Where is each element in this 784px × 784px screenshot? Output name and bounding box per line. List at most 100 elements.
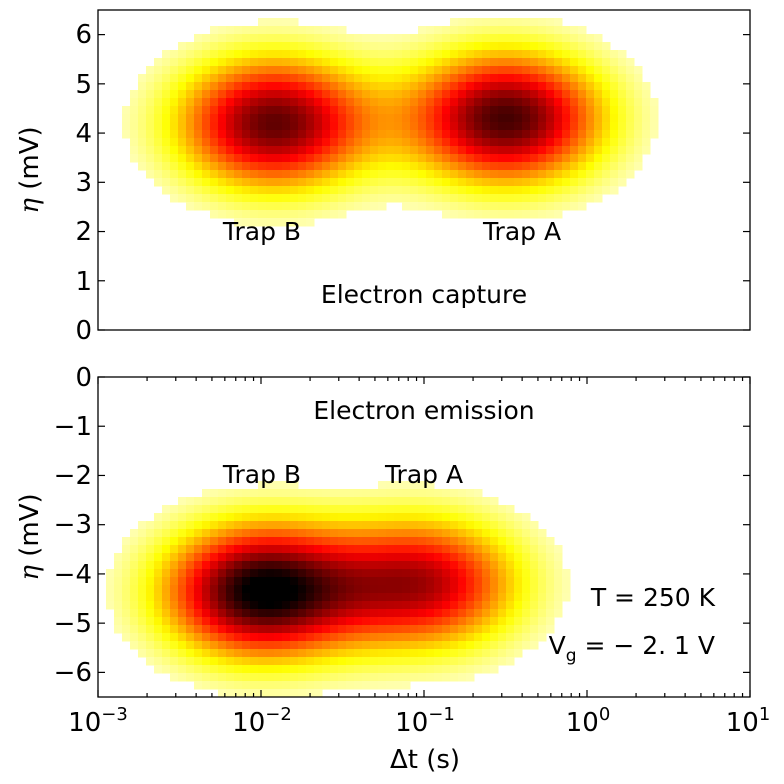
xtick-1e0: 100 [566, 704, 611, 738]
heatmap-cell [202, 641, 211, 650]
heatmap-cell [378, 82, 387, 91]
heatmap-cell [458, 186, 467, 195]
heatmap-cell [506, 162, 515, 171]
heatmap-cell [170, 106, 179, 115]
heatmap-cell [634, 90, 643, 99]
heatmap-cell [170, 649, 179, 658]
heatmap-cell [154, 577, 163, 586]
heatmap-cell [410, 529, 419, 538]
heatmap-cell [170, 74, 179, 83]
heatmap-cell [394, 90, 403, 99]
heatmap-cell [442, 609, 451, 618]
heatmap-cell [186, 66, 195, 75]
heatmap-cell [266, 529, 275, 538]
heatmap-cell [362, 66, 371, 75]
heatmap-cell [386, 585, 395, 594]
heatmap-cell [506, 513, 515, 522]
heatmap-cell [362, 673, 371, 682]
heatmap-cell [346, 489, 355, 498]
heatmap-cell [362, 649, 371, 658]
heatmap-cell [426, 162, 435, 171]
heatmap-cell [514, 537, 523, 546]
heatmap-cell [194, 633, 203, 642]
heatmap-cell [194, 82, 203, 91]
heatmap-cell [138, 585, 147, 594]
heatmap-cell [298, 218, 307, 227]
heatmap-cell [322, 497, 331, 506]
heatmap-cell [202, 34, 211, 43]
heatmap-cell [570, 74, 579, 83]
heatmap-cell [506, 569, 515, 578]
heatmap-cell [482, 130, 491, 139]
heatmap-cell [330, 617, 339, 626]
heatmap-cell [130, 593, 139, 602]
heatmap-cell [202, 170, 211, 179]
heatmap-cell [410, 194, 419, 203]
heatmap-cell [626, 114, 635, 123]
heatmap-cell [258, 585, 267, 594]
heatmap-cell [106, 569, 115, 578]
heatmap-cell [218, 577, 227, 586]
heatmap-cell [354, 122, 363, 131]
heatmap-cell [474, 545, 483, 554]
heatmap-cell [490, 146, 499, 155]
heatmap-cell [218, 545, 227, 554]
heatmap-cell [330, 665, 339, 674]
heatmap-cell [170, 122, 179, 131]
heatmap-cell [490, 601, 499, 610]
heatmap-cell [266, 74, 275, 83]
heatmap-cell [146, 569, 155, 578]
heatmap-cell [338, 114, 347, 123]
heatmap-cell [194, 601, 203, 610]
heatmap-cell [274, 585, 283, 594]
heatmap-cell [290, 553, 299, 562]
heatmap-cell [250, 577, 259, 586]
heatmap-cell [186, 585, 195, 594]
heatmap-cell [490, 50, 499, 59]
heatmap-cell [410, 585, 419, 594]
heatmap-cell [242, 497, 251, 506]
heatmap-cell [298, 146, 307, 155]
heatmap-cell [282, 497, 291, 506]
y-label-symbol: η [15, 198, 45, 214]
heatmap-cell [394, 577, 403, 586]
heatmap-cell [386, 66, 395, 75]
heatmap-cell [354, 633, 363, 642]
heatmap-cell [346, 154, 355, 163]
heatmap-cell [610, 114, 619, 123]
heatmap-cell [370, 497, 379, 506]
heatmap-cell [466, 82, 475, 91]
heatmap-cell [394, 178, 403, 187]
heatmap-cell [626, 106, 635, 115]
heatmap-cell [562, 82, 571, 91]
heatmap-cell [290, 138, 299, 147]
heatmap-cell [434, 665, 443, 674]
heatmap-cell [346, 641, 355, 650]
heatmap-cell [250, 42, 259, 51]
heatmap-cell [602, 50, 611, 59]
heatmap-cell [418, 673, 427, 682]
heatmap-cell [522, 537, 531, 546]
heatmap-cell [202, 529, 211, 538]
heatmap-cell [282, 601, 291, 610]
heatmap-cell [458, 617, 467, 626]
heatmap-cell [186, 170, 195, 179]
heatmap-cell [474, 162, 483, 171]
heatmap-cell [458, 114, 467, 123]
heatmap-cell [306, 26, 315, 35]
heatmap-cell [250, 569, 259, 578]
heatmap-cell [250, 585, 259, 594]
heatmap-cell [402, 481, 411, 490]
heatmap-cell [530, 50, 539, 59]
heatmap-cell [274, 58, 283, 67]
heatmap-cell [378, 641, 387, 650]
heatmap-cell [338, 521, 347, 530]
heatmap-cell [362, 617, 371, 626]
heatmap-cell [490, 641, 499, 650]
heatmap-cell [234, 505, 243, 514]
heatmap-cell [370, 154, 379, 163]
heatmap-cell [466, 138, 475, 147]
heatmap-cell [282, 649, 291, 658]
heatmap-cell [466, 34, 475, 43]
heatmap-cell [306, 58, 315, 67]
